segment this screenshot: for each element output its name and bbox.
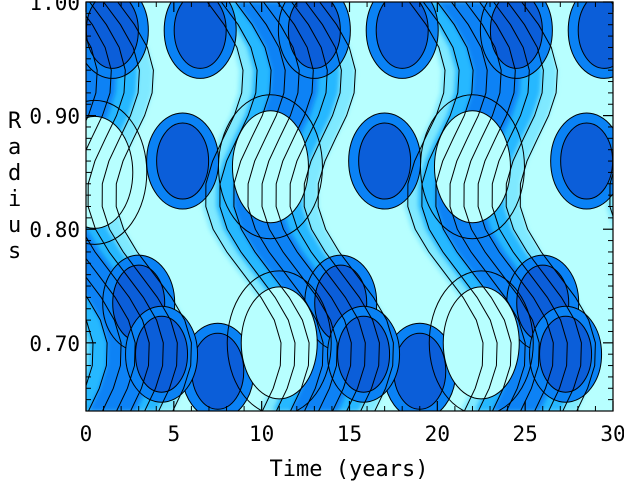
y-tick-label: 0.70: [29, 332, 80, 356]
light-cell: [86, 115, 134, 229]
y-axis-title-letter: a: [8, 135, 21, 160]
x-tick-label: 30: [600, 422, 624, 446]
y-axis-title-letter: s: [8, 239, 21, 264]
light-cell-contour: [419, 94, 525, 240]
x-tick-label: 15: [337, 422, 362, 446]
contour-line: [86, 276, 122, 411]
dark-cell-contour: [365, 2, 439, 79]
dark-cell: [358, 122, 412, 200]
dark-cell-contour: [567, 2, 613, 79]
light-cell: [240, 286, 318, 400]
dark-cell: [577, 2, 613, 69]
contour-line: [101, 2, 178, 411]
dark-cell: [156, 122, 210, 200]
contour-line: [219, 2, 296, 411]
y-axis-title-letter: d: [8, 161, 21, 186]
contour-line: [505, 2, 582, 411]
x-axis: 0 5 10 15 20 25 30: [80, 2, 624, 446]
contour-line: [275, 2, 352, 411]
dark-cell-contour: [327, 305, 401, 403]
x-tick-label: 0: [80, 422, 93, 446]
dark-cell-contour: [163, 2, 237, 79]
light-cell-contour: [226, 270, 332, 411]
contour-band: [620, 2, 624, 411]
contour-line: [247, 2, 324, 411]
contour-line: [491, 2, 568, 411]
y-axis: 0.70 0.80 0.90 1.00: [29, 0, 613, 401]
contour-line: [289, 2, 366, 411]
dark-cell-contour: [86, 2, 149, 79]
contour-line: [477, 2, 554, 411]
light-cell: [442, 286, 520, 400]
x-axis-title: Time (years): [270, 457, 429, 482]
contour-line: [115, 2, 192, 411]
dark-cell: [173, 2, 227, 69]
dark-cell: [560, 122, 613, 200]
contour-blobs: [86, 2, 613, 411]
contour-line: [261, 2, 338, 411]
plot-area: [86, 2, 624, 411]
contour-lines: [86, 2, 613, 411]
light-cell-contour: [86, 99, 148, 245]
y-tick-label: 0.90: [29, 105, 80, 129]
contour-line: [303, 2, 380, 411]
x-tick-label: 10: [249, 422, 274, 446]
contour-line: [463, 2, 540, 411]
dark-cell-contour: [277, 2, 351, 79]
dark-cell-contour: [550, 112, 613, 210]
contour-line: [205, 2, 282, 411]
x-tick-label: 5: [168, 422, 181, 446]
contour-line: [407, 2, 484, 411]
contour-line: [86, 37, 136, 411]
light-cell-contour: [217, 94, 323, 240]
contour-line: [233, 2, 310, 411]
y-axis-title-letter: i: [8, 187, 21, 212]
y-tick-label: 1.00: [29, 0, 80, 15]
contour-line: [317, 2, 394, 411]
y-axis-title-letter: u: [8, 213, 21, 238]
y-axis-title-letter: R: [8, 109, 22, 134]
dark-cell-contour: [125, 305, 199, 403]
dark-cell: [393, 332, 447, 410]
contour-line: [435, 2, 512, 411]
contour-line: [86, 295, 108, 411]
y-tick-label: 0.80: [29, 218, 80, 242]
light-cell-contour: [428, 270, 534, 411]
contour-line: [519, 2, 596, 411]
contour-line: [86, 15, 150, 411]
contour-line: [421, 2, 498, 411]
dark-cell: [375, 2, 429, 69]
contour-line: [449, 2, 526, 411]
dark-cell-contour: [479, 2, 553, 79]
x-tick-label: 25: [513, 422, 538, 446]
x-tick-label: 20: [425, 422, 450, 446]
dark-cell: [191, 332, 245, 410]
dark-cell-contour: [529, 305, 603, 403]
